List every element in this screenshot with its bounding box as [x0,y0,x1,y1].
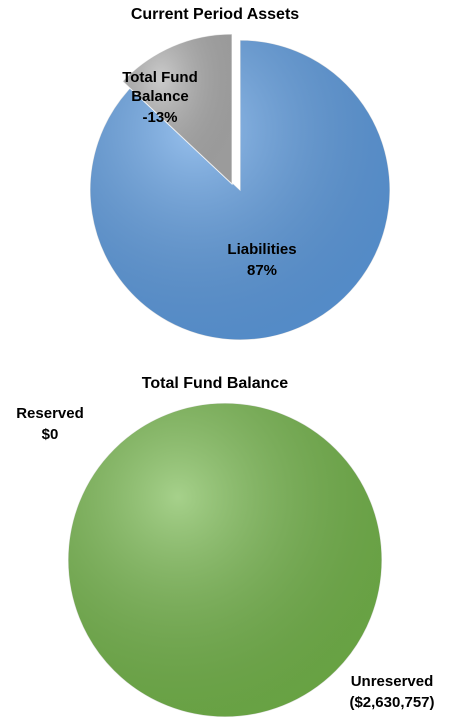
slice-label-name: Unreserved [350,673,434,690]
slice-shine [68,403,382,717]
slice-label-value: $0 [41,426,59,443]
slice-label-value: ($2,630,757) [349,694,435,711]
slice-shine [122,34,232,184]
slice-label-name: Reserved [16,405,84,422]
slice-label-name: Total Fund Balance [122,69,198,105]
slice-label-value: -13% [142,109,178,126]
slice-shine [89,40,390,340]
slice-label-value: 87% [246,262,278,279]
chart-title: Current Period Assets [130,6,300,23]
chart-title: Total Fund Balance [141,375,289,392]
slice-label-name: Liabilities [227,241,297,258]
